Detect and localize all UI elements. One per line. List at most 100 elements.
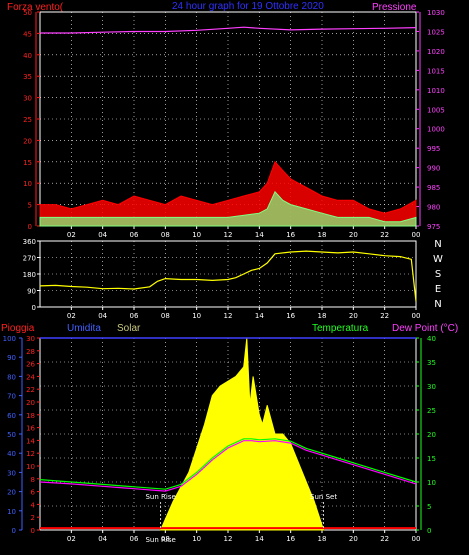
y-tick-label-left: 40 <box>23 52 32 60</box>
y-tick-label-left: 45 <box>23 30 32 38</box>
y-tick-label-temp: 0 <box>427 527 431 535</box>
y-tick-label-temp: 20 <box>427 431 436 439</box>
x-tick-label: 16 <box>286 312 295 320</box>
y-tick-label-rain: 26 <box>26 361 35 369</box>
x-tick-label: 02 <box>67 312 76 320</box>
temperature-label: Temperatura <box>312 323 369 334</box>
x-tick-label: 04 <box>98 535 107 543</box>
y-tick-label-temp: 25 <box>427 407 436 415</box>
y-tick-label-left: 30 <box>23 95 32 103</box>
y-tick-label-right: 1030 <box>427 9 445 17</box>
x-tick-label: 12 <box>224 231 233 239</box>
x-tick-label: 04 <box>98 312 107 320</box>
compass-label: N <box>434 299 441 310</box>
data-series <box>39 26 417 531</box>
y-tick-label-left: 180 <box>23 271 36 279</box>
x-tick-label: 20 <box>349 535 358 543</box>
y-tick-label-rain: 22 <box>26 386 35 394</box>
x-tick-label: 08 <box>161 231 170 239</box>
pressure-label: Pressione <box>372 2 417 13</box>
y-tick-label-left: 15 <box>23 159 32 167</box>
y-tick-label-humidity: 20 <box>7 489 16 497</box>
x-tick-label: 14 <box>255 535 264 543</box>
y-tick-label-humidity: 40 <box>7 450 16 458</box>
x-tick-label: 14 <box>255 231 264 239</box>
y-tick-label-right: 1020 <box>427 48 445 56</box>
y-tick-label-left: 50 <box>23 9 32 17</box>
y-tick-label-humidity: 90 <box>7 354 16 362</box>
y-tick-label-left: 0 <box>28 223 32 231</box>
dew-point-series <box>39 440 417 492</box>
y-tick-label-left: 0 <box>32 304 36 312</box>
compass-label: N <box>434 239 441 250</box>
y-tick-label-right: 975 <box>427 223 440 231</box>
y-tick-label-rain: 16 <box>26 425 35 433</box>
y-tick-label-right: 985 <box>427 184 440 192</box>
wind-speed-label: Forza vento( <box>7 2 64 13</box>
dew-point-label: Dew Point (°C) <box>392 323 458 334</box>
x-tick-label: 10 <box>192 231 201 239</box>
solar-series <box>159 337 325 531</box>
y-tick-label-left: 5 <box>28 202 32 210</box>
x-tick-label: 18 <box>318 231 327 239</box>
y-tick-label-rain: 30 <box>26 335 35 343</box>
y-tick-label-rain: 24 <box>26 373 35 381</box>
x-tick-label: 06 <box>130 312 139 320</box>
y-tick-label-left: 270 <box>23 255 36 263</box>
wind-gust-series <box>39 160 417 227</box>
y-tick-label-right: 1025 <box>427 28 445 36</box>
y-tick-label-right: 995 <box>427 145 440 153</box>
solar-label: Solar <box>117 323 141 334</box>
x-tick-label: 20 <box>349 231 358 239</box>
x-tick-label: 18 <box>318 535 327 543</box>
x-tick-label: 00 <box>412 535 421 543</box>
y-tick-label-humidity: 10 <box>7 508 16 516</box>
x-tick-label: 00 <box>412 231 421 239</box>
x-tick-label: 14 <box>255 312 264 320</box>
y-tick-label-rain: 18 <box>26 412 35 420</box>
y-tick-label-rain: 14 <box>26 437 35 445</box>
x-tick-label: 02 <box>67 231 76 239</box>
temperature-series <box>39 438 417 490</box>
sunrise-label: Sun Rise <box>145 493 175 501</box>
x-tick-label: 02 <box>67 535 76 543</box>
x-tick-label: 06 <box>130 535 139 543</box>
y-tick-label-humidity: 0 <box>12 527 16 535</box>
y-tick-label-right: 1015 <box>427 67 445 75</box>
x-tick-label: 18 <box>318 312 327 320</box>
y-tick-label-rain: 4 <box>31 501 36 509</box>
y-tick-label-right: 1005 <box>427 106 445 114</box>
y-tick-label-left: 20 <box>23 137 32 145</box>
chart-title: 24 hour graph for 19 Ottobre 2020 <box>172 1 324 12</box>
y-tick-label-humidity: 70 <box>7 393 16 401</box>
sunrise-label-bottom: Sun Rise <box>145 536 175 544</box>
x-tick-label: 22 <box>380 312 389 320</box>
compass-label: S <box>435 269 441 280</box>
compass-label: E <box>435 284 441 295</box>
x-tick-label: 12 <box>224 312 233 320</box>
y-tick-label-right: 1010 <box>427 87 445 95</box>
y-tick-label-rain: 0 <box>31 527 35 535</box>
x-tick-label: 16 <box>286 231 295 239</box>
y-tick-label-humidity: 60 <box>7 412 16 420</box>
rain-label: Pioggia <box>1 323 35 334</box>
x-tick-label: 22 <box>380 535 389 543</box>
y-tick-label-right: 980 <box>427 204 440 212</box>
y-tick-label-right: 990 <box>427 165 440 173</box>
y-tick-label-rain: 20 <box>26 399 35 407</box>
x-tick-label: 08 <box>161 312 170 320</box>
annotations: Sun Rise Sun Set Sun Rise <box>145 493 337 544</box>
y-tick-label-left: 10 <box>23 180 32 188</box>
y-tick-label-left: 35 <box>23 73 32 81</box>
y-tick-label-humidity: 80 <box>7 373 16 381</box>
y-tick-label-temp: 35 <box>427 359 436 367</box>
x-tick-label: 20 <box>349 312 358 320</box>
compass-label: W <box>433 254 443 265</box>
y-tick-label-rain: 6 <box>31 489 36 497</box>
y-tick-label-temp: 40 <box>427 335 436 343</box>
pressure-series <box>40 26 417 34</box>
y-tick-label-humidity: 100 <box>3 335 16 343</box>
y-tick-label-left: 90 <box>27 288 36 296</box>
